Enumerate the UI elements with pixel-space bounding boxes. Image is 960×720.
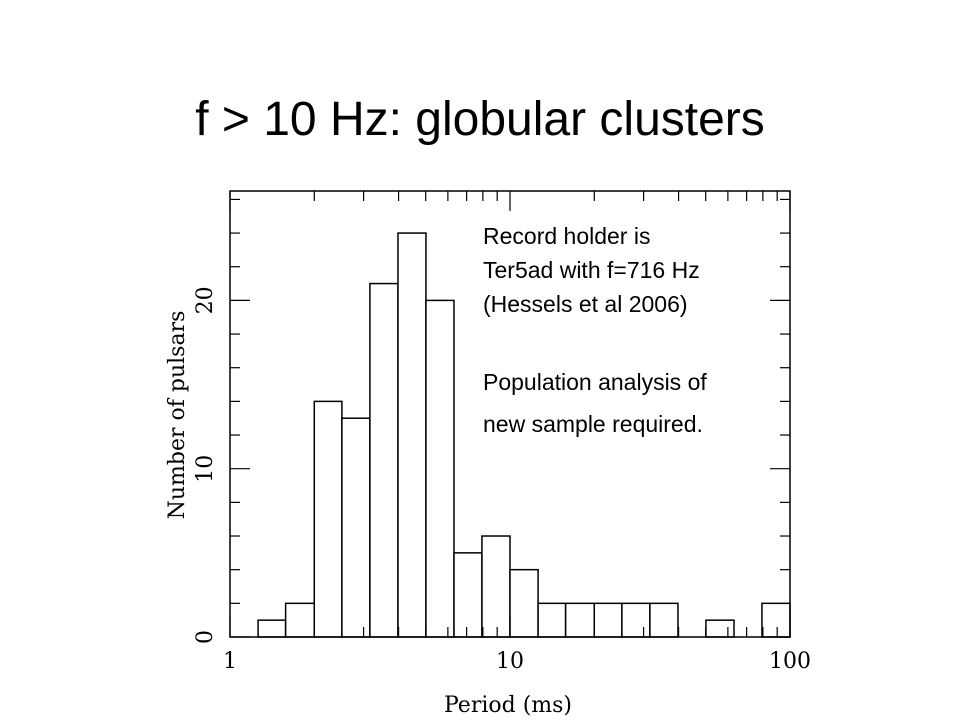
labels-layer: 1 10 100 0 10 20 [193,286,811,674]
histogram-bar [341,417,371,638]
y-axis-label: Number of pulsars [165,311,190,520]
histogram-bar [621,602,651,638]
note-line-5: new sample required. [483,411,703,437]
y-tick-label: 10 [193,455,218,483]
ticks-layer [229,191,791,638]
x-tick-label: 10 [496,649,524,674]
histogram-bar [649,602,679,638]
histogram-bar [453,552,483,638]
histogram-bar [564,602,596,638]
note-line-3: (Hessels et al 2006) [483,291,688,317]
note-line-2: Ter5ad with f=716 Hz [483,257,700,283]
histogram-bar [509,568,539,638]
y-tick-label: 0 [193,630,218,644]
histogram-bar [537,602,567,638]
y-tick-label: 20 [193,286,218,314]
histogram-bar [761,602,791,638]
bars-layer [257,232,791,638]
note-line-4: Population analysis of [483,369,707,395]
histogram-bar [257,619,287,638]
slide-title: f > 10 Hz: globular clusters [195,93,765,146]
histogram-bar [425,299,455,638]
histogram-bar [313,400,343,638]
histogram-bar [284,602,316,638]
histogram-bar [705,619,735,638]
histogram-bar [369,282,399,638]
histogram-bar [593,602,623,638]
x-tick-label: 1 [223,649,237,674]
x-axis-label: Period (ms) [444,693,572,718]
x-tick-label: 100 [769,649,811,674]
note-line-1: Record holder is [483,223,651,249]
histogram-bar [481,535,511,638]
histogram-bar [397,232,427,638]
plot-frame [229,190,791,638]
